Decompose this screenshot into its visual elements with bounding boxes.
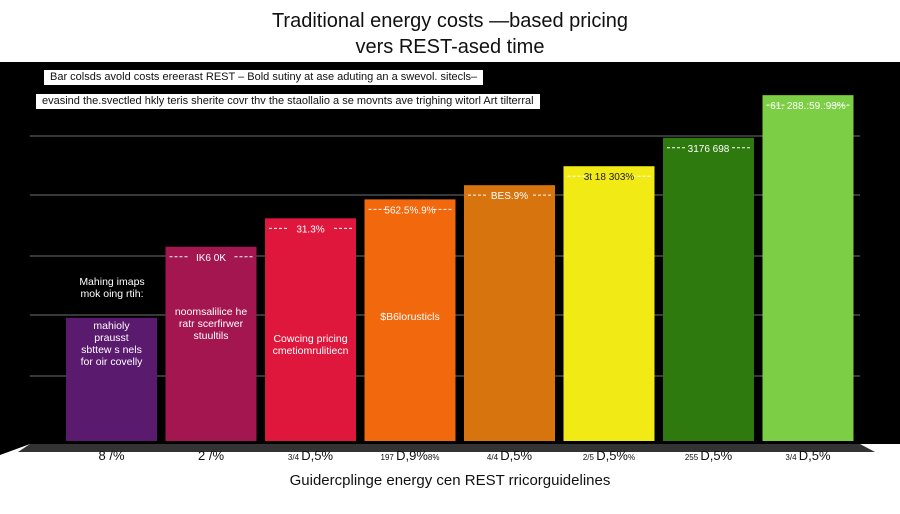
category-prefix-4: 197 xyxy=(381,453,397,462)
category-value-1: 8 /% xyxy=(98,448,124,463)
category-suffix-6: % xyxy=(628,453,635,462)
category-value-8: D,5% xyxy=(799,448,831,463)
bar-3-text-line-1: Cowcing pricing xyxy=(273,333,348,345)
bar-7 xyxy=(663,137,754,442)
annotation-note-2: evasind the.svectled hkly teris sherite … xyxy=(36,94,540,109)
bar-5 xyxy=(464,185,555,441)
value-label-7: 3176 698 xyxy=(688,144,730,155)
category-label-3: 3/4 D,5% xyxy=(288,448,334,463)
bar-inner-text-1: mahioly prausst sbttew s nels for oir covel… xyxy=(66,320,157,368)
category-label-2: 2 /% xyxy=(198,448,224,463)
category-label-5: 4/4 D,5% xyxy=(487,448,533,463)
bar-2 xyxy=(165,246,257,441)
category-label-8: 3/4 D,5% xyxy=(785,448,831,463)
category-value-7: D,5% xyxy=(700,448,732,463)
annotation-note-1: Bar colsds avold costs ereerast REST – B… xyxy=(44,70,484,85)
bar-inner-text-2: noomsalilice he ratr scerfirwer stuultils xyxy=(166,306,257,342)
bar-2-text-line-2: ratr scerfirwer xyxy=(178,318,244,330)
bar-1 xyxy=(66,317,157,441)
category-label-7: 255 D,5% xyxy=(685,448,733,463)
category-label-1: 8 /% xyxy=(98,448,124,463)
bar-1-text-line-1: mahioly xyxy=(93,320,130,332)
value-label-2: IK6 0K xyxy=(196,253,226,264)
category-value-3: D,5% xyxy=(301,448,333,463)
bar-2-text-line-3: stuultils xyxy=(193,330,229,342)
category-prefix-3: 3/4 xyxy=(288,453,301,462)
value-label-5: BES.9% xyxy=(491,191,528,202)
left-label-line-2: mok oing rtih: xyxy=(80,288,144,300)
category-prefix-5: 4/4 xyxy=(487,453,500,462)
plot-floor xyxy=(18,444,875,452)
bar-1-text-line-3: sbttew s nels xyxy=(81,344,142,356)
bar-4 xyxy=(364,199,456,441)
bar-1-text-line-2: prausst xyxy=(94,332,129,344)
chart-title-line-1: Traditional energy costs —based pricing xyxy=(271,10,629,32)
bar-8 xyxy=(762,95,854,441)
category-prefix-8: 3/4 xyxy=(785,453,798,462)
bar-4-text-line-1: $B6lorusticls xyxy=(380,311,440,323)
category-value-4: D,9% xyxy=(396,448,428,463)
category-value-6: D,5% xyxy=(596,448,628,463)
category-prefix-6: 2/5 xyxy=(583,453,596,462)
category-value-5: D,5% xyxy=(500,448,532,463)
value-label-4: 562.5%.9% xyxy=(384,205,435,216)
bar-6 xyxy=(563,166,655,441)
bar-3-text-line-2: cmetiomrulitiecn xyxy=(272,345,349,357)
category-prefix-7: 255 xyxy=(685,453,701,462)
chart-title-line-2: vers REST-ased time xyxy=(355,36,545,58)
value-label-8: 61. 288.:59.:93% xyxy=(770,101,846,112)
category-label-4: 197 D,9%8% xyxy=(381,448,440,463)
bar-inner-text-4: $B6lorusticls xyxy=(365,311,456,323)
bar-3 xyxy=(265,218,356,441)
bar-1-text-line-4: for oir covelly xyxy=(80,356,143,368)
category-label-6: 2/5 D,5%% xyxy=(583,448,635,463)
bar-inner-text-3: Cowcing pricing cmetiomrulitiecn xyxy=(265,333,356,357)
bar-2-text-line-1: noomsalilice he xyxy=(174,306,248,318)
value-label-6: 3t 18 303% xyxy=(584,172,635,183)
left-side-label: Mahing imaps mok oing rtih: xyxy=(66,276,158,300)
category-suffix-4: 8% xyxy=(428,453,440,462)
value-label-3: 31.3% xyxy=(296,224,324,235)
category-value-2: 2 /% xyxy=(198,448,224,463)
chart-footer-caption: Guidercplinge energy cen REST rricorguid… xyxy=(289,472,611,489)
left-label-line-1: Mahing imaps xyxy=(79,276,145,288)
chart-title: Traditional energy costs —based pricing … xyxy=(0,8,900,60)
